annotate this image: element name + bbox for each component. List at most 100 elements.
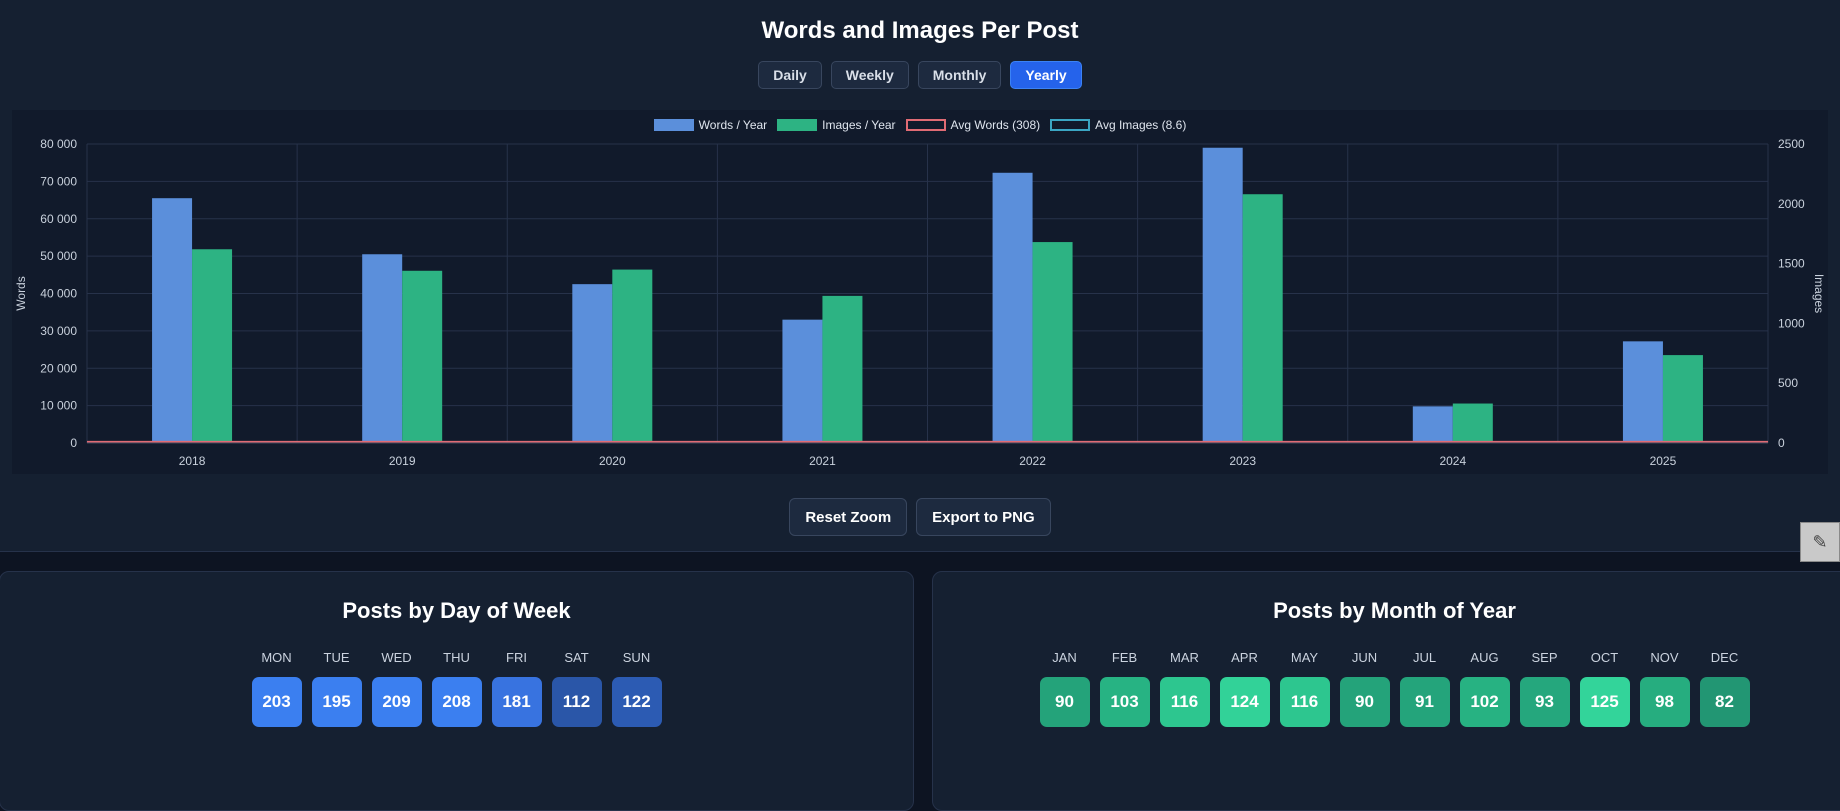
day-of-week-title: Posts by Day of Week [342,598,571,623]
legend-item-avg-images[interactable]: Avg Images (8.6) [1050,118,1186,132]
month-of-year-count[interactable]: 98 [1639,677,1690,727]
x-tick-label: 2022 [1019,454,1046,468]
legend-swatch-images [777,119,818,131]
legend-label-images: Images / Year [822,118,896,132]
month-of-year-count[interactable]: 116 [1279,677,1330,727]
month-of-year-cell: MAY 116 [1279,648,1330,727]
y2-tick-label: 2000 [1778,197,1805,211]
day-of-week-count[interactable]: 195 [311,677,362,727]
x-tick-label: 2020 [599,454,626,468]
legend-swatch-avg-words [905,119,946,131]
y-tick-label: 30 000 [40,324,77,338]
month-of-year-label: JUN [1351,650,1378,665]
legend-item-images[interactable]: Images / Year [777,118,896,132]
chart-area[interactable]: 0 10 000 20 000 30 000 40 000 50 000 60 000 70 … [12,110,1828,474]
legend-label-avg-words: Avg Words (308) [950,118,1041,132]
y-tick-label: 60 000 [40,212,77,226]
bar-words [1622,341,1663,443]
month-of-year-label: OCT [1590,650,1619,665]
day-of-week-cell: FRI 181 [491,648,542,727]
bar-words [362,254,403,443]
floating-handle-icon[interactable]: ✎ [1800,522,1840,562]
bar-words [152,198,193,443]
export-png-button[interactable]: Export to PNG [916,498,1051,536]
bar-images [192,249,233,443]
legend-label-words: Words / Year [698,118,768,132]
month-of-year-count[interactable]: 116 [1159,677,1210,727]
month-of-year-count[interactable]: 102 [1459,677,1510,727]
month-of-year-count[interactable]: 90 [1339,677,1390,727]
month-of-year-label: MAY [1290,650,1319,665]
chart-title: Words and Images Per Post [761,17,1079,44]
x-tick-label: 2019 [389,454,416,468]
day-of-week-label: MON [261,650,292,665]
range-button-monthly[interactable]: Monthly [917,61,1002,89]
month-of-year-label: JUL [1412,650,1437,665]
bar-words [992,172,1033,443]
words-images-panel: Words and Images Per Post Daily Weekly M… [0,0,1840,552]
x-tick-label: 2025 [1650,454,1677,468]
bar-words [1412,406,1453,443]
month-of-year-cell: NOV 98 [1639,648,1690,727]
month-of-year-count[interactable]: 124 [1219,677,1270,727]
month-of-year-count[interactable]: 93 [1519,677,1570,727]
month-of-year-cell: SEP 93 [1519,648,1570,727]
month-of-year-card: Posts by Month of Year JAN 90 FEB 103 MAR 116… [932,571,1840,811]
x-tick-label: 2018 [179,454,206,468]
month-of-year-count[interactable]: 103 [1099,677,1150,727]
y-tick-label: 50 000 [40,249,77,263]
bar-words [782,319,823,443]
month-of-year-cell: FEB 103 [1099,648,1150,727]
bar-images [612,269,653,443]
month-of-year-label: JAN [1052,650,1077,665]
y-tick-label: 80 000 [40,137,77,151]
month-of-year-cell: OCT 125 [1579,648,1630,727]
day-of-week-cell: SAT 112 [551,648,602,727]
month-of-year-cell: JUL 91 [1399,648,1450,727]
month-of-year-count[interactable]: 82 [1699,677,1750,727]
x-tick-label: 2024 [1439,454,1466,468]
day-of-week-count[interactable]: 203 [251,677,302,727]
range-button-daily[interactable]: Daily [758,61,822,89]
day-of-week-cell: SUN 122 [611,648,662,727]
legend-swatch-words [653,119,694,131]
legend-swatch-avg-images [1050,119,1091,131]
day-of-week-label: SAT [564,650,589,665]
y2-tick-label: 500 [1778,376,1798,390]
legend-item-avg-words[interactable]: Avg Words (308) [905,118,1041,132]
y-tick-label: 40 000 [40,287,77,301]
legend-item-words[interactable]: Words / Year [653,118,768,132]
day-of-week-count[interactable]: 112 [551,677,602,727]
legend-label-avg-images: Avg Images (8.6) [1095,118,1187,132]
month-of-year-label: SEP [1531,650,1558,665]
bar-images [1032,242,1073,443]
month-of-year-cell: MAR 116 [1159,648,1210,727]
day-of-week-label: FRI [506,650,527,665]
month-of-year-count[interactable]: 91 [1399,677,1450,727]
bar-images [1242,194,1283,443]
y2-tick-label: 1000 [1778,316,1805,330]
bar-images [402,270,443,443]
day-of-week-count[interactable]: 208 [431,677,482,727]
bar-images [822,295,863,443]
month-of-year-count[interactable]: 90 [1039,677,1090,727]
bar-chart[interactable]: 0 10 000 20 000 30 000 40 000 50 000 60 000 70 … [12,110,1828,474]
range-button-group: Daily Weekly Monthly Yearly [0,61,1840,89]
day-of-week-cell: THU 208 [431,648,482,727]
y-tick-label: 0 [70,436,77,450]
day-of-week-count[interactable]: 181 [491,677,542,727]
range-button-weekly[interactable]: Weekly [830,61,909,89]
chart-legend: Words / Year Images / Year Avg Words (30… [0,118,1840,132]
month-of-year-count[interactable]: 125 [1579,677,1630,727]
month-of-year-label: MAR [1170,650,1199,665]
day-of-week-count[interactable]: 209 [371,677,422,727]
month-of-year-cell: JAN 90 [1039,648,1090,727]
range-button-yearly[interactable]: Yearly [1010,61,1082,89]
day-of-week-count[interactable]: 122 [611,677,662,727]
bar-words [572,284,613,443]
reset-zoom-button[interactable]: Reset Zoom [789,498,908,536]
y2-tick-label: 2500 [1778,137,1805,151]
y-tick-label: 70 000 [40,174,77,188]
day-of-week-cell: TUE 195 [311,648,362,727]
bar-words [1202,147,1243,444]
